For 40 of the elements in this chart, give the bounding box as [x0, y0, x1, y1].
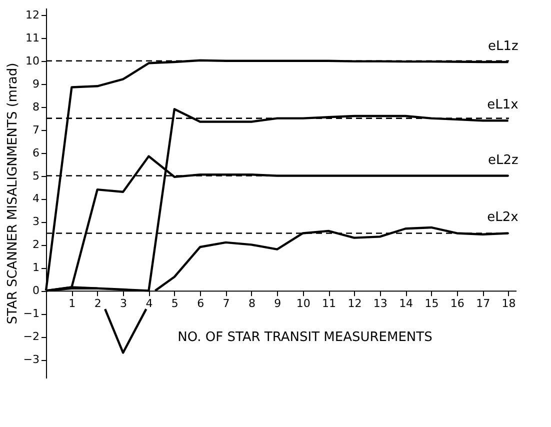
- y-tick-label: 3: [32, 215, 40, 228]
- x-tick-label: 12: [348, 297, 362, 310]
- x-tick-label: 18: [502, 297, 516, 310]
- y-tick-label: −1: [23, 307, 40, 320]
- y-tick-label: 8: [32, 100, 40, 114]
- x-tick-label: 17: [476, 297, 490, 310]
- series-label: eL2x: [487, 210, 519, 226]
- y-tick-label: −2: [23, 330, 40, 344]
- series-label: eL1x: [487, 98, 519, 113]
- y-tick-label: 7: [32, 123, 40, 136]
- x-tick-label: 10: [296, 297, 310, 310]
- y-tick-label: −3: [23, 353, 40, 366]
- x-tick-label: 9: [274, 297, 282, 310]
- y-tick-label: 11: [26, 31, 40, 44]
- series-label: eL2z: [488, 152, 518, 168]
- x-tick-label: 1: [68, 297, 76, 310]
- y-axis-title: STAR SCANNER MISALIGNMENTS (mrad): [5, 62, 20, 324]
- x-tick-label: 2: [94, 297, 102, 310]
- y-tick-label: 5: [32, 169, 40, 182]
- y-tick-label: 12: [26, 8, 40, 22]
- series-label: eL1z: [488, 39, 518, 54]
- x-tick-label: 5: [171, 297, 178, 310]
- y-tick-label: 0: [32, 284, 40, 298]
- y-tick-label: 4: [32, 192, 40, 206]
- y-tick-label: 6: [32, 146, 40, 160]
- x-tick-label: 4: [146, 297, 153, 310]
- y-tick-label: 2: [32, 238, 40, 252]
- x-tick-label: 16: [450, 297, 464, 310]
- x-tick-label: 13: [373, 297, 388, 310]
- y-tick-label: 10: [26, 54, 40, 68]
- x-tick-label: 14: [399, 297, 414, 310]
- x-tick-label: 15: [424, 297, 439, 310]
- x-tick-label: 7: [222, 297, 230, 310]
- x-tick-label: 3: [120, 297, 128, 310]
- x-axis-title: NO. OF STAR TRANSIT MEASUREMENTS: [178, 330, 432, 346]
- y-tick-label: 9: [32, 77, 40, 90]
- x-tick-label: 8: [248, 297, 256, 310]
- x-tick-label: 6: [197, 297, 204, 310]
- x-tick-label: 11: [322, 297, 336, 310]
- y-tick-label: 1: [32, 261, 40, 274]
